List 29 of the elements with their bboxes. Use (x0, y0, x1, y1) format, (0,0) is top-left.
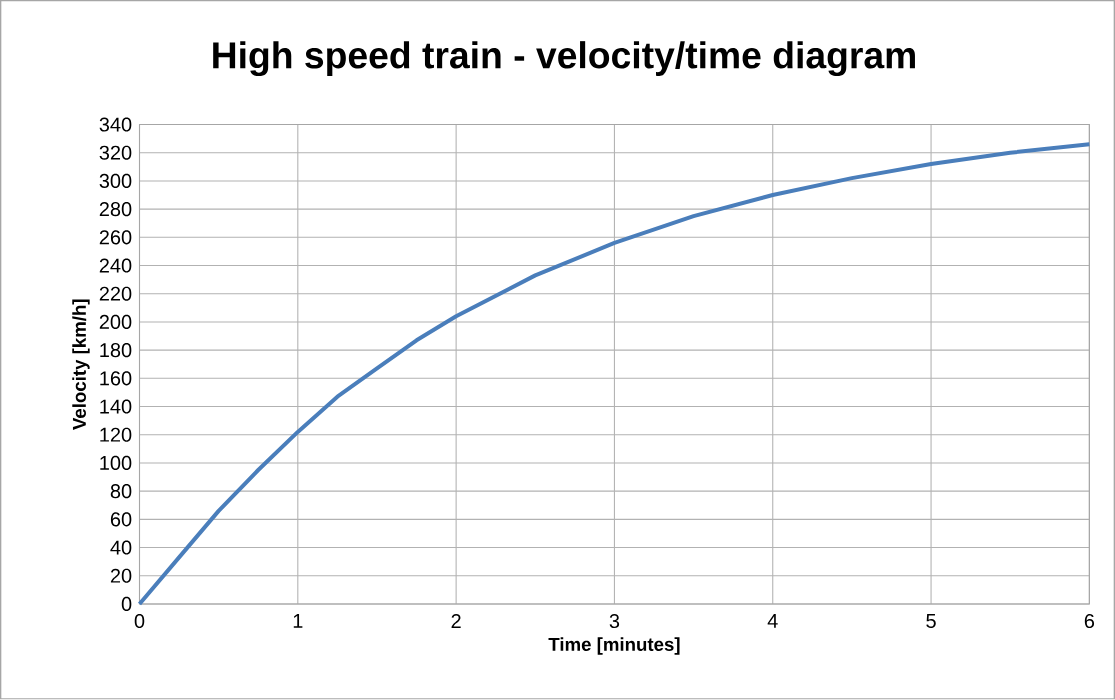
y-tick-label: 100 (100, 456, 132, 471)
x-tick-label: 2 (451, 614, 461, 629)
y-tick-label: 0 (121, 597, 132, 612)
chart-title: High speed train - velocity/time diagram (213, 41, 915, 77)
x-tick-label: 0 (134, 614, 145, 629)
x-tick-label: 3 (609, 614, 620, 629)
y-tick-label: 20 (110, 568, 132, 584)
y-tick-label: 320 (99, 145, 132, 161)
y-tick-label: 220 (99, 286, 132, 302)
x-axis-title: Time [minutes] (548, 637, 680, 655)
line-series (137, 142, 1092, 607)
x-tick-label: 6 (1084, 614, 1095, 629)
x-tick-label: 1 (293, 614, 303, 628)
y-tick-label: 40 (110, 540, 132, 555)
y-tick-label: 240 (99, 258, 132, 273)
y-tick-label: 80 (110, 484, 132, 499)
y-tick-label: 200 (99, 315, 132, 330)
y-tick-label: 160 (100, 371, 132, 386)
y-tick-label: 120 (100, 427, 132, 443)
y-tick-label: 180 (100, 343, 132, 358)
x-tick-label: 4 (767, 614, 778, 628)
y-tick-label: 140 (100, 399, 132, 414)
y-tick-label: 260 (99, 230, 132, 245)
x-tick-label: 5 (926, 614, 936, 629)
y-tick-label: 300 (99, 174, 132, 189)
y-tick-label: 280 (99, 202, 132, 217)
y-tick-label: 340 (99, 117, 132, 132)
y-axis-title: Velocity [km/h] (72, 299, 90, 431)
y-tick-label: 60 (110, 512, 132, 527)
